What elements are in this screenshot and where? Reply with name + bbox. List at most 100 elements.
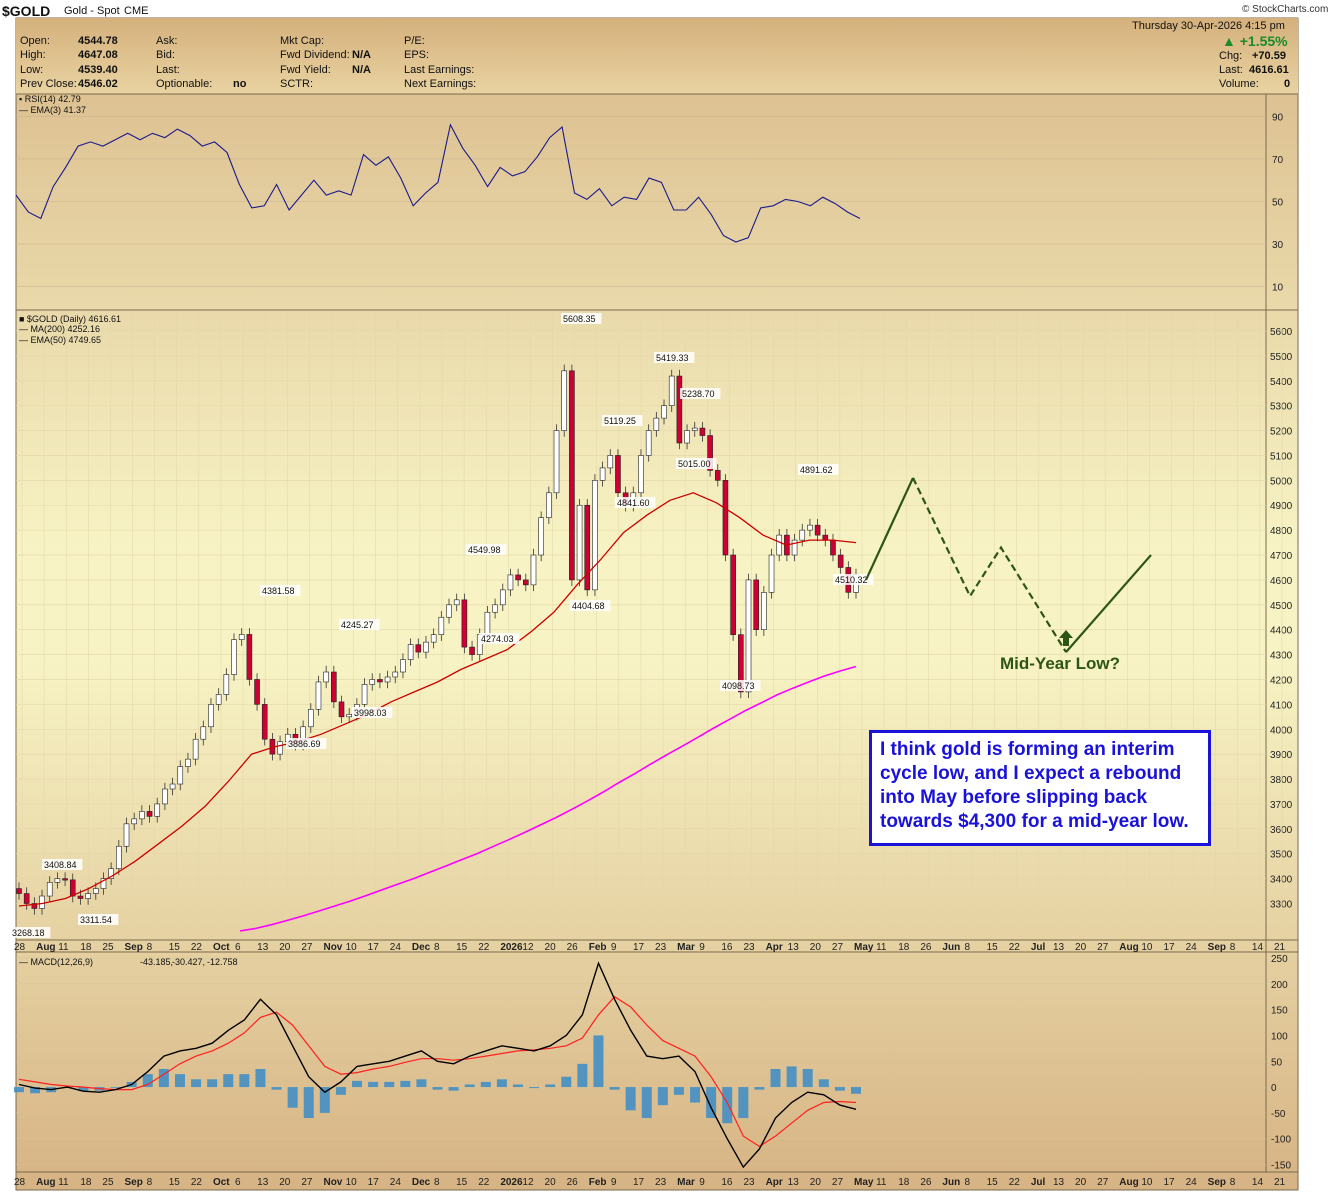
x-tick-label: Jun — [942, 942, 960, 953]
fwd-dividend-label: Fwd Dividend: — [280, 49, 350, 61]
x-tick-label: 27 — [1097, 1177, 1109, 1188]
rsi-tick-label: 10 — [1272, 283, 1284, 294]
x-tick-label: 8 — [147, 1177, 153, 1188]
x-tick-label: 11 — [876, 942, 887, 953]
x-tick-label: 11 — [58, 1177, 69, 1188]
x-tick-label: 15 — [456, 942, 468, 953]
candle-body — [584, 504, 591, 591]
price-annotation: 3886.69 — [288, 739, 321, 749]
candle-body — [707, 435, 713, 471]
price-annotation-box — [339, 619, 380, 630]
candle-body — [46, 882, 53, 897]
datetime: Thursday 30-Apr-2026 4:15 pm — [1132, 20, 1285, 32]
price-tick-label: 3800 — [1270, 775, 1293, 786]
price-annotation-box — [260, 585, 301, 596]
candle-body — [208, 704, 214, 728]
candle-body — [768, 554, 775, 593]
candle-body — [684, 430, 690, 444]
x-tick-label: 20 — [1075, 942, 1087, 953]
x-tick-label: Mar — [677, 942, 695, 953]
candle-body — [561, 370, 568, 431]
x-tick-label: 21 — [1274, 942, 1286, 953]
x-tick-label: Oct — [213, 942, 230, 953]
price-tick-label: 5500 — [1270, 352, 1293, 363]
x-tick-label: Jul — [1031, 942, 1046, 953]
volume-label: Volume: — [1219, 78, 1259, 90]
candle-body — [246, 634, 253, 680]
candle-body — [16, 888, 22, 894]
x-tick-label: 24 — [390, 942, 402, 953]
ma200-line — [239, 665, 857, 932]
x-tick-label: 23 — [743, 1177, 755, 1188]
analyst-note: I think gold is forming an interim cycle… — [869, 730, 1211, 846]
price-annotation-box — [720, 680, 761, 691]
macd-histogram-bar — [545, 1084, 556, 1088]
macd-histogram-bar — [609, 1087, 620, 1090]
candle-body — [315, 681, 322, 710]
x-tick-label: 8 — [1230, 942, 1236, 953]
price-tick-label: 3500 — [1270, 850, 1293, 861]
candle-body — [645, 430, 652, 456]
x-tick-label: 27 — [1097, 942, 1109, 953]
price-tick-label: 4300 — [1270, 651, 1293, 662]
x-tick-label: 18 — [898, 1177, 910, 1188]
macd-histogram-bar — [738, 1087, 749, 1119]
candle-body — [653, 417, 660, 431]
macd-histogram-bar — [593, 1035, 604, 1088]
macd-histogram-bar — [851, 1087, 861, 1094]
x-tick-label: 15 — [169, 1177, 181, 1188]
x-tick-label: 10 — [1141, 1177, 1153, 1188]
candle-body — [738, 634, 744, 693]
candle-body — [837, 554, 844, 568]
x-tick-label: 27 — [301, 1177, 313, 1188]
x-tick-label: 20 — [545, 1177, 557, 1188]
macd-histogram-bar — [577, 1063, 588, 1088]
candle-body — [830, 539, 836, 556]
macd-tick-label: -50 — [1271, 1109, 1286, 1120]
price-annotation: 4841.60 — [617, 498, 650, 508]
x-tick-label: Dec — [412, 942, 431, 953]
x-tick-label: 2026 — [500, 1177, 523, 1188]
mktcap-label: Mkt Cap: — [280, 35, 325, 47]
candle-body — [62, 878, 68, 881]
candle-body — [668, 375, 675, 406]
x-tick-label: Sep — [1208, 1177, 1226, 1188]
candle-body — [331, 671, 337, 703]
candle-body — [39, 895, 45, 909]
candle-body — [407, 644, 414, 660]
candle-body — [430, 634, 437, 643]
rsi-line — [15, 123, 861, 243]
macd-histogram-bar — [352, 1080, 363, 1088]
high-value: 4647.08 — [78, 49, 118, 61]
price-annotation-box — [42, 859, 83, 870]
x-tick-label: 25 — [102, 942, 114, 953]
x-tick-label: 23 — [743, 942, 755, 953]
x-tick-label: 15 — [987, 942, 999, 953]
x-tick-label: 13 — [257, 942, 269, 953]
candle-body — [492, 604, 498, 613]
candle-body — [438, 616, 445, 635]
rsi-tick-label: 90 — [1272, 112, 1284, 123]
candle-body — [323, 671, 329, 683]
candle-body — [638, 455, 644, 494]
candle-body — [599, 467, 606, 481]
candle-body — [231, 639, 237, 675]
x-tick-label: 8 — [1230, 1177, 1236, 1188]
candle-body — [791, 539, 798, 556]
candle-body — [446, 604, 452, 618]
candle-body — [23, 893, 30, 904]
price-tick-label: 4400 — [1270, 626, 1293, 637]
candle-body — [576, 504, 583, 581]
candle-body — [553, 430, 560, 494]
macd-tick-label: 200 — [1271, 980, 1288, 991]
x-tick-label: 20 — [279, 1177, 291, 1188]
x-tick-label: Jun — [942, 1177, 960, 1188]
macd-histogram-bar — [14, 1087, 24, 1093]
price-annotation: 3998.03 — [354, 708, 387, 718]
candle-body — [223, 674, 230, 695]
candle-body — [146, 811, 153, 817]
x-tick-label: 9 — [611, 942, 617, 953]
candle-body — [569, 370, 575, 581]
x-tick-label: 13 — [788, 1177, 800, 1188]
